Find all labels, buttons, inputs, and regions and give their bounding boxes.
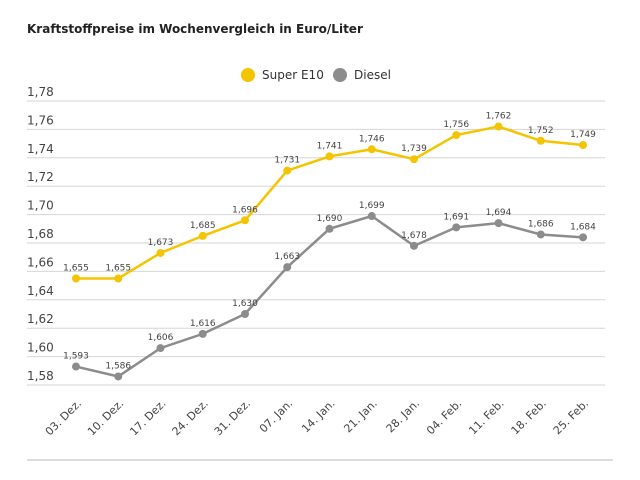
data-label: 1,696 — [232, 205, 258, 215]
y-tick-label: 1,76 — [27, 113, 54, 127]
x-tick-label: 28. Jan. — [384, 397, 423, 436]
y-tick-label: 1,62 — [27, 312, 54, 326]
data-label: 1,690 — [317, 214, 343, 224]
x-tick-label: 10. Dez. — [85, 397, 126, 438]
data-label: 1,684 — [570, 222, 596, 232]
data-point — [198, 231, 207, 240]
data-point — [494, 219, 503, 228]
x-tick-label: 11. Feb. — [466, 397, 506, 437]
data-label: 1,746 — [359, 134, 385, 144]
x-tick-label: 07. Jan. — [257, 397, 296, 436]
data-label: 1,685 — [190, 221, 216, 231]
data-point — [579, 141, 587, 150]
data-label: 1,616 — [190, 319, 216, 329]
data-point — [325, 224, 334, 233]
data-point — [579, 233, 587, 242]
y-tick-label: 1,74 — [27, 142, 54, 156]
y-tick-label: 1,66 — [27, 255, 54, 269]
data-point — [367, 145, 376, 154]
data-label: 1,655 — [105, 264, 131, 274]
data-point — [452, 131, 461, 140]
data-label: 1,752 — [528, 126, 554, 136]
x-tick-label: 04. Feb. — [424, 397, 464, 437]
data-label: 1,593 — [63, 352, 89, 362]
data-point — [72, 362, 80, 371]
data-point — [241, 310, 249, 318]
data-point — [410, 241, 418, 250]
x-tick-label: 17. Dez. — [127, 397, 168, 438]
data-label: 1,694 — [486, 208, 512, 218]
data-label: 1,586 — [105, 361, 131, 371]
legend-label: Super E10 — [262, 68, 324, 82]
y-tick-label: 1,64 — [27, 284, 54, 298]
data-label: 1,756 — [443, 120, 469, 130]
data-label: 1,655 — [63, 264, 89, 274]
data-point — [283, 263, 292, 272]
chart-title: Kraftstoffpreise im Wochenvergleich in E… — [27, 22, 363, 36]
y-tick-label: 1,68 — [27, 227, 54, 241]
data-label: 1,749 — [570, 130, 596, 140]
x-tick-label: 21. Jan. — [341, 397, 380, 436]
data-label: 1,741 — [317, 141, 343, 151]
x-tick-label: 31. Dez. — [212, 397, 253, 438]
data-label: 1,606 — [148, 333, 174, 343]
data-point — [367, 212, 376, 221]
data-point — [536, 136, 545, 145]
data-label: 1,739 — [401, 144, 427, 154]
data-point — [114, 372, 123, 381]
y-tick-label: 1,58 — [27, 369, 54, 383]
data-label: 1,630 — [232, 299, 258, 309]
data-label: 1,731 — [274, 156, 300, 166]
data-label: 1,762 — [486, 112, 512, 122]
y-tick-label: 1,70 — [27, 199, 54, 213]
legend-marker — [333, 68, 347, 82]
y-tick-label: 1,60 — [27, 341, 54, 355]
legend-marker — [241, 68, 255, 82]
data-label: 1,678 — [401, 231, 427, 241]
data-label: 1,663 — [274, 252, 300, 262]
data-label: 1,691 — [443, 212, 469, 222]
data-point — [410, 155, 418, 164]
data-label: 1,673 — [148, 238, 174, 248]
data-label: 1,699 — [359, 201, 385, 211]
data-point — [156, 248, 165, 257]
data-point — [325, 152, 334, 161]
data-point — [494, 122, 503, 131]
x-tick-label: 25. Feb. — [551, 397, 591, 437]
data-point — [283, 166, 292, 175]
data-point — [156, 344, 165, 353]
data-point — [198, 329, 207, 338]
data-point — [452, 223, 461, 232]
x-tick-label: 18. Feb. — [509, 397, 549, 437]
data-point — [72, 274, 80, 283]
y-tick-label: 1,72 — [27, 170, 54, 184]
x-tick-label: 24. Dez. — [170, 397, 211, 438]
y-tick-label: 1,78 — [27, 85, 54, 99]
data-point — [114, 274, 123, 283]
x-tick-label: 03. Dez. — [43, 397, 84, 438]
data-point — [241, 216, 249, 225]
data-label: 1,686 — [528, 219, 554, 229]
data-point — [536, 230, 545, 239]
x-tick-label: 14. Jan. — [299, 397, 338, 436]
legend-label: Diesel — [354, 68, 391, 82]
